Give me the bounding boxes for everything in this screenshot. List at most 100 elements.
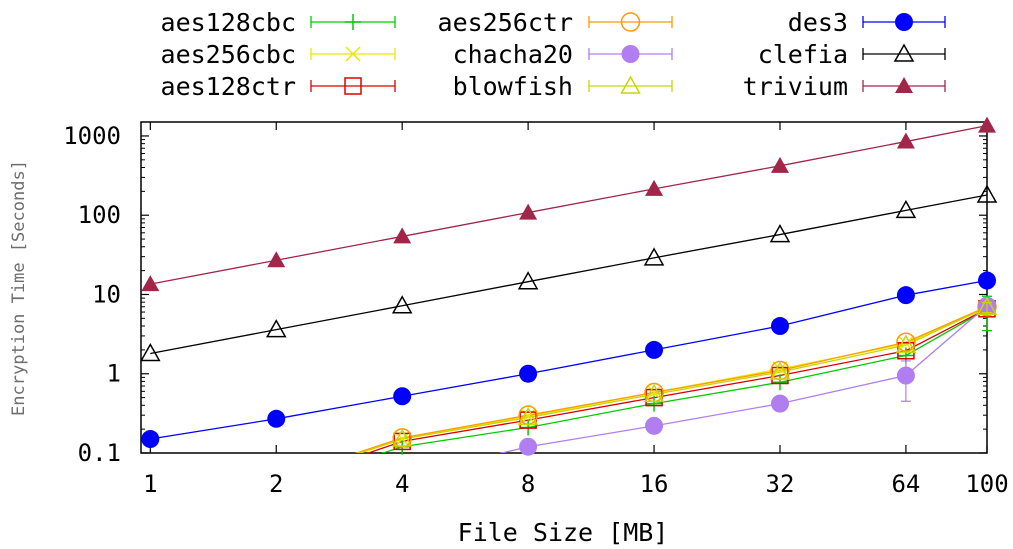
legend-line	[588, 80, 673, 92]
legend-entry-trivium: trivium	[743, 72, 946, 101]
legend-line	[862, 48, 946, 60]
legend-entry-clefia: clefia	[758, 40, 946, 69]
legend-entry-blowfish: blowfish	[453, 72, 673, 101]
data-point-clefia	[643, 247, 665, 266]
x-tick-label: 100	[965, 470, 1008, 498]
data-point-aes256cbc	[898, 336, 914, 352]
y-tick-label: 10	[92, 280, 121, 308]
legend-marker	[345, 14, 361, 30]
data-point-trivium	[896, 132, 915, 149]
legend-label: aes256ctr	[438, 8, 573, 37]
data-point-aes256cbc	[646, 384, 662, 401]
series-line-des3	[150, 279, 987, 440]
data-point-chacha20	[770, 394, 789, 413]
data-point-clefia	[391, 295, 413, 314]
x-tick-label: 4	[395, 470, 409, 498]
legend-entry-aes256ctr: aes256ctr	[438, 8, 673, 37]
legend-label: aes128cbc	[161, 8, 296, 37]
y-axis-label: Encryption Time [Seconds]	[9, 160, 29, 416]
data-point-des3	[267, 409, 286, 428]
x-tick-label: 2	[269, 470, 283, 498]
legend-entry-des3: des3	[788, 8, 946, 37]
data-point-trivium	[770, 156, 789, 173]
legend-label: aes256cbc	[161, 40, 296, 69]
data-point-blowfish	[517, 407, 539, 426]
data-point-trivium	[267, 251, 286, 268]
data-point-chacha20	[645, 416, 664, 435]
data-point-blowfish	[976, 296, 998, 316]
series-line-aes128ctr	[366, 308, 987, 453]
legend-marker	[621, 45, 640, 63]
data-point-blowfish	[895, 334, 917, 353]
legend-entry-aes256cbc: aes256cbc	[161, 40, 396, 69]
y-tick-label: 1000	[63, 122, 121, 150]
data-point-des3	[645, 340, 664, 359]
data-point-des3	[896, 286, 915, 305]
legend-label: trivium	[743, 72, 848, 101]
plot-frame	[140, 121, 988, 454]
data-point-des3	[978, 271, 996, 290]
x-tick-label: 32	[766, 470, 795, 498]
legend-label: aes128ctr	[161, 72, 296, 101]
x-tick-label: 64	[891, 470, 920, 498]
legend-label: des3	[788, 8, 848, 37]
data-point-trivium	[141, 275, 160, 292]
series-layer	[150, 124, 987, 453]
data-point-des3	[393, 387, 412, 406]
data-point-trivium	[978, 116, 996, 133]
legend-line	[310, 80, 396, 92]
legend-marker	[344, 77, 362, 95]
axis-ticks: 1 2 4 8 16 32 64 100 0.1 1 10 100 1000	[63, 122, 1008, 498]
data-point-aes256ctr	[896, 332, 916, 352]
data-point-aes128cbc	[771, 374, 788, 391]
legend-marker	[893, 43, 915, 62]
x-tick-label: 1	[143, 470, 157, 498]
data-point-blowfish	[769, 361, 791, 380]
data-point-des3	[519, 364, 538, 383]
legend-label: blowfish	[453, 72, 573, 101]
legend-entry-aes128ctr: aes128ctr	[161, 72, 396, 101]
data-point-trivium	[519, 203, 538, 220]
series-line-aes256ctr	[354, 306, 987, 453]
legend-label: chacha20	[453, 40, 573, 69]
legend-entry-chacha20: chacha20	[453, 40, 673, 69]
marker-layer	[140, 116, 998, 456]
legend-line	[588, 16, 673, 28]
data-point-aes128cbc	[646, 395, 663, 412]
data-point-chacha20	[896, 366, 915, 385]
data-point-clefia	[517, 271, 539, 290]
data-point-clefia	[976, 184, 998, 203]
legend-marker	[895, 77, 913, 93]
series-line-aes128cbc	[381, 308, 987, 453]
data-point-des3	[770, 317, 789, 336]
data-point-aes256cbc	[394, 431, 410, 447]
legend-entry-aes128cbc: aes128cbc	[161, 8, 396, 37]
data-point-clefia	[895, 199, 917, 219]
data-point-clefia	[265, 319, 287, 338]
legend-marker	[620, 12, 641, 32]
legend-marker	[620, 75, 641, 94]
data-point-trivium	[393, 227, 412, 244]
y-tick-label: 100	[78, 201, 121, 229]
error-bar	[982, 301, 992, 314]
data-point-clefia	[769, 224, 791, 243]
data-point-trivium	[645, 179, 664, 196]
x-axis-label: File Size [MB]	[458, 518, 669, 547]
legend-label: clefia	[758, 40, 848, 69]
x-tick-label: 16	[640, 470, 669, 498]
series-line-blowfish	[357, 306, 987, 453]
legend-marker	[345, 46, 361, 62]
series-line-clefia	[150, 194, 987, 355]
series-line-trivium	[150, 124, 987, 285]
data-point-blowfish	[391, 428, 413, 447]
data-point-clefia	[140, 342, 161, 362]
legend-marker	[895, 13, 913, 31]
data-point-des3	[141, 430, 160, 449]
x-tick-label: 8	[521, 470, 535, 498]
data-point-blowfish	[643, 383, 665, 403]
data-point-chacha20	[519, 437, 538, 456]
series-line-chacha20	[499, 305, 987, 453]
legend: aes128cbc aes256cbc aes128ctr aes256ctr chac…	[161, 8, 946, 101]
y-tick-label: 1	[107, 360, 121, 388]
